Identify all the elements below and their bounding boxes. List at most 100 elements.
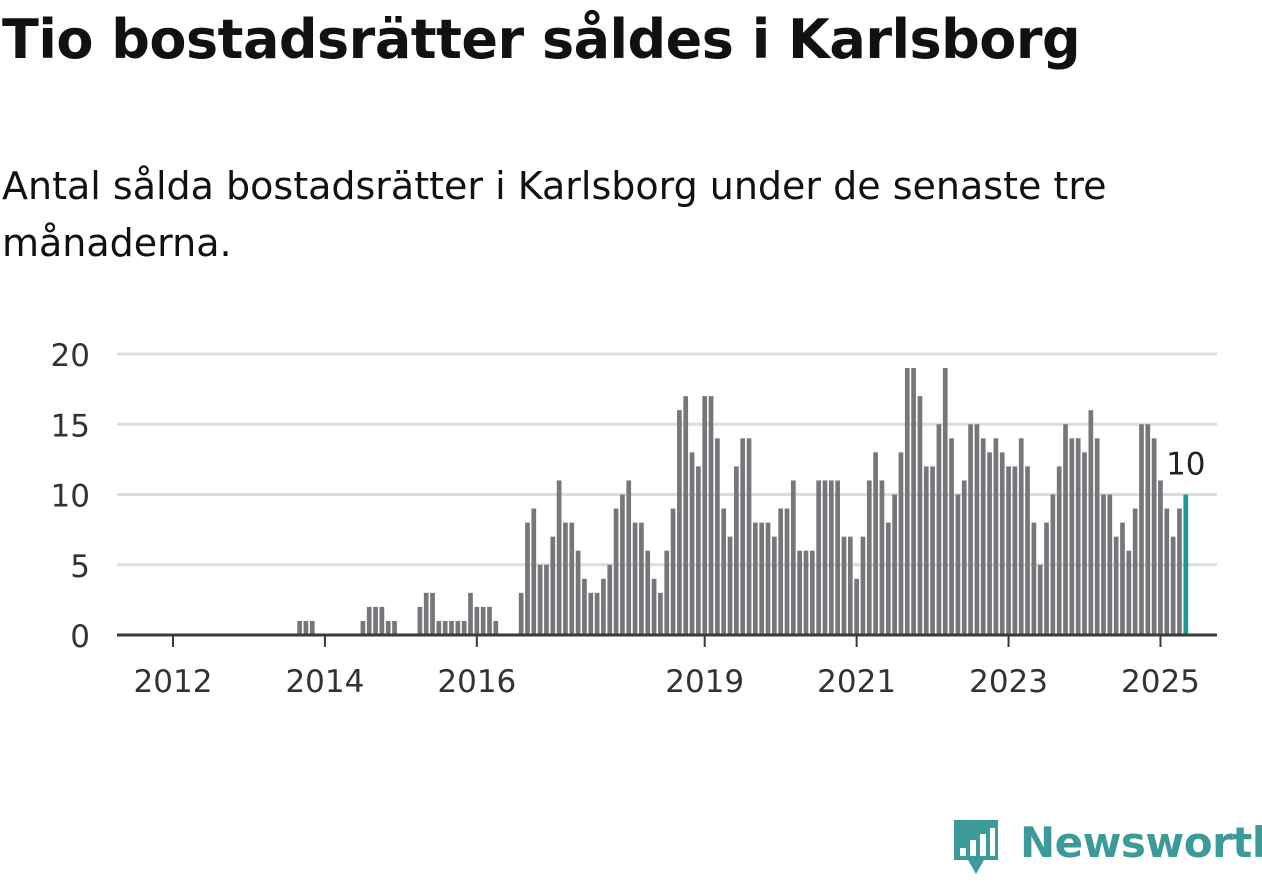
x-tick-label: 2014 bbox=[285, 664, 364, 700]
bar bbox=[816, 480, 821, 635]
bar bbox=[987, 452, 992, 635]
bar bbox=[904, 368, 910, 635]
bar bbox=[1101, 494, 1106, 635]
bar bbox=[588, 592, 594, 635]
bar bbox=[771, 536, 777, 635]
bar bbox=[993, 438, 999, 635]
bar bbox=[753, 522, 758, 635]
bar bbox=[518, 592, 524, 635]
bar bbox=[1037, 564, 1043, 635]
bar bbox=[1094, 438, 1100, 635]
bar bbox=[1164, 508, 1170, 635]
bar bbox=[474, 606, 480, 635]
bar bbox=[949, 438, 954, 635]
bar bbox=[740, 438, 746, 635]
bar bbox=[601, 578, 606, 635]
bar bbox=[461, 620, 467, 635]
bar bbox=[670, 508, 676, 635]
bar bbox=[651, 578, 657, 635]
bar bbox=[1025, 466, 1030, 635]
bar bbox=[696, 466, 701, 635]
bar bbox=[360, 620, 366, 635]
x-tick-label: 2025 bbox=[1121, 664, 1200, 700]
chart-title: Tio bostadsrätter såldes i Karlsborg bbox=[2, 8, 1081, 71]
x-tick-label: 2019 bbox=[665, 664, 744, 700]
bar bbox=[487, 606, 492, 635]
bar bbox=[423, 592, 429, 635]
x-tick-label: 2021 bbox=[817, 664, 896, 700]
bar bbox=[1056, 466, 1062, 635]
bar bbox=[790, 480, 796, 635]
bar bbox=[784, 508, 790, 635]
bar bbox=[847, 536, 853, 635]
bar bbox=[1006, 466, 1011, 635]
bar bbox=[639, 522, 644, 635]
bar bbox=[822, 480, 828, 635]
bar bbox=[892, 494, 897, 635]
highlight-bar bbox=[1183, 494, 1189, 635]
bar bbox=[980, 438, 986, 635]
bar bbox=[1031, 522, 1037, 635]
bar bbox=[455, 620, 461, 635]
bar bbox=[898, 452, 904, 635]
bar bbox=[1088, 410, 1094, 635]
bar bbox=[809, 550, 815, 635]
x-tick-label: 2023 bbox=[969, 664, 1048, 700]
bar bbox=[613, 508, 619, 635]
bar bbox=[1177, 508, 1182, 635]
bar bbox=[974, 424, 980, 635]
bar bbox=[1044, 522, 1049, 635]
bar bbox=[309, 620, 315, 635]
annotations: 10 bbox=[1166, 447, 1205, 483]
bar bbox=[1151, 438, 1157, 635]
y-tick-label: 5 bbox=[70, 549, 90, 585]
bar bbox=[942, 368, 948, 635]
y-tick-label: 10 bbox=[51, 479, 90, 515]
bar bbox=[379, 606, 385, 635]
bar bbox=[677, 410, 682, 635]
bar bbox=[1170, 536, 1176, 635]
bar bbox=[417, 606, 423, 635]
bar bbox=[1063, 424, 1068, 635]
bar bbox=[537, 564, 543, 635]
bar bbox=[620, 494, 625, 635]
highlight-value-label: 10 bbox=[1166, 447, 1205, 483]
bar bbox=[442, 620, 448, 635]
bar bbox=[664, 550, 670, 635]
bar bbox=[689, 452, 695, 635]
bar bbox=[968, 424, 973, 635]
bar bbox=[765, 522, 771, 635]
bar-chart: 0 5 10 15 20 2012 2014 2016 2019 2021 2023 2025 10 bbox=[51, 338, 1217, 700]
bar bbox=[841, 536, 847, 635]
bar bbox=[866, 480, 872, 635]
bar bbox=[1132, 508, 1138, 635]
newsworthy-logo: Newsworthy bbox=[950, 818, 1262, 878]
x-tick-label: 2012 bbox=[134, 664, 213, 700]
bar bbox=[936, 424, 942, 635]
bar bbox=[645, 550, 651, 635]
bar bbox=[1113, 536, 1119, 635]
bar bbox=[525, 522, 530, 635]
bar bbox=[575, 550, 581, 635]
bars bbox=[297, 368, 1189, 635]
bar bbox=[1075, 438, 1081, 635]
bar bbox=[1126, 550, 1132, 635]
bar bbox=[1145, 424, 1151, 635]
bar bbox=[715, 438, 720, 635]
bar bbox=[860, 536, 866, 635]
bar bbox=[366, 606, 372, 635]
newsworthy-logo-icon bbox=[954, 820, 998, 874]
bar bbox=[1082, 452, 1087, 635]
bar bbox=[544, 564, 549, 635]
newsworthy-logo-text: Newsworthy bbox=[1020, 818, 1262, 867]
bar bbox=[297, 620, 302, 635]
bar bbox=[930, 466, 935, 635]
y-tick-label: 20 bbox=[51, 338, 90, 374]
y-tick-label: 15 bbox=[51, 408, 90, 444]
bar bbox=[1139, 424, 1144, 635]
bar bbox=[556, 480, 562, 635]
bar bbox=[917, 396, 923, 635]
bar bbox=[999, 452, 1005, 635]
bar bbox=[1050, 494, 1056, 635]
bar bbox=[734, 466, 739, 635]
